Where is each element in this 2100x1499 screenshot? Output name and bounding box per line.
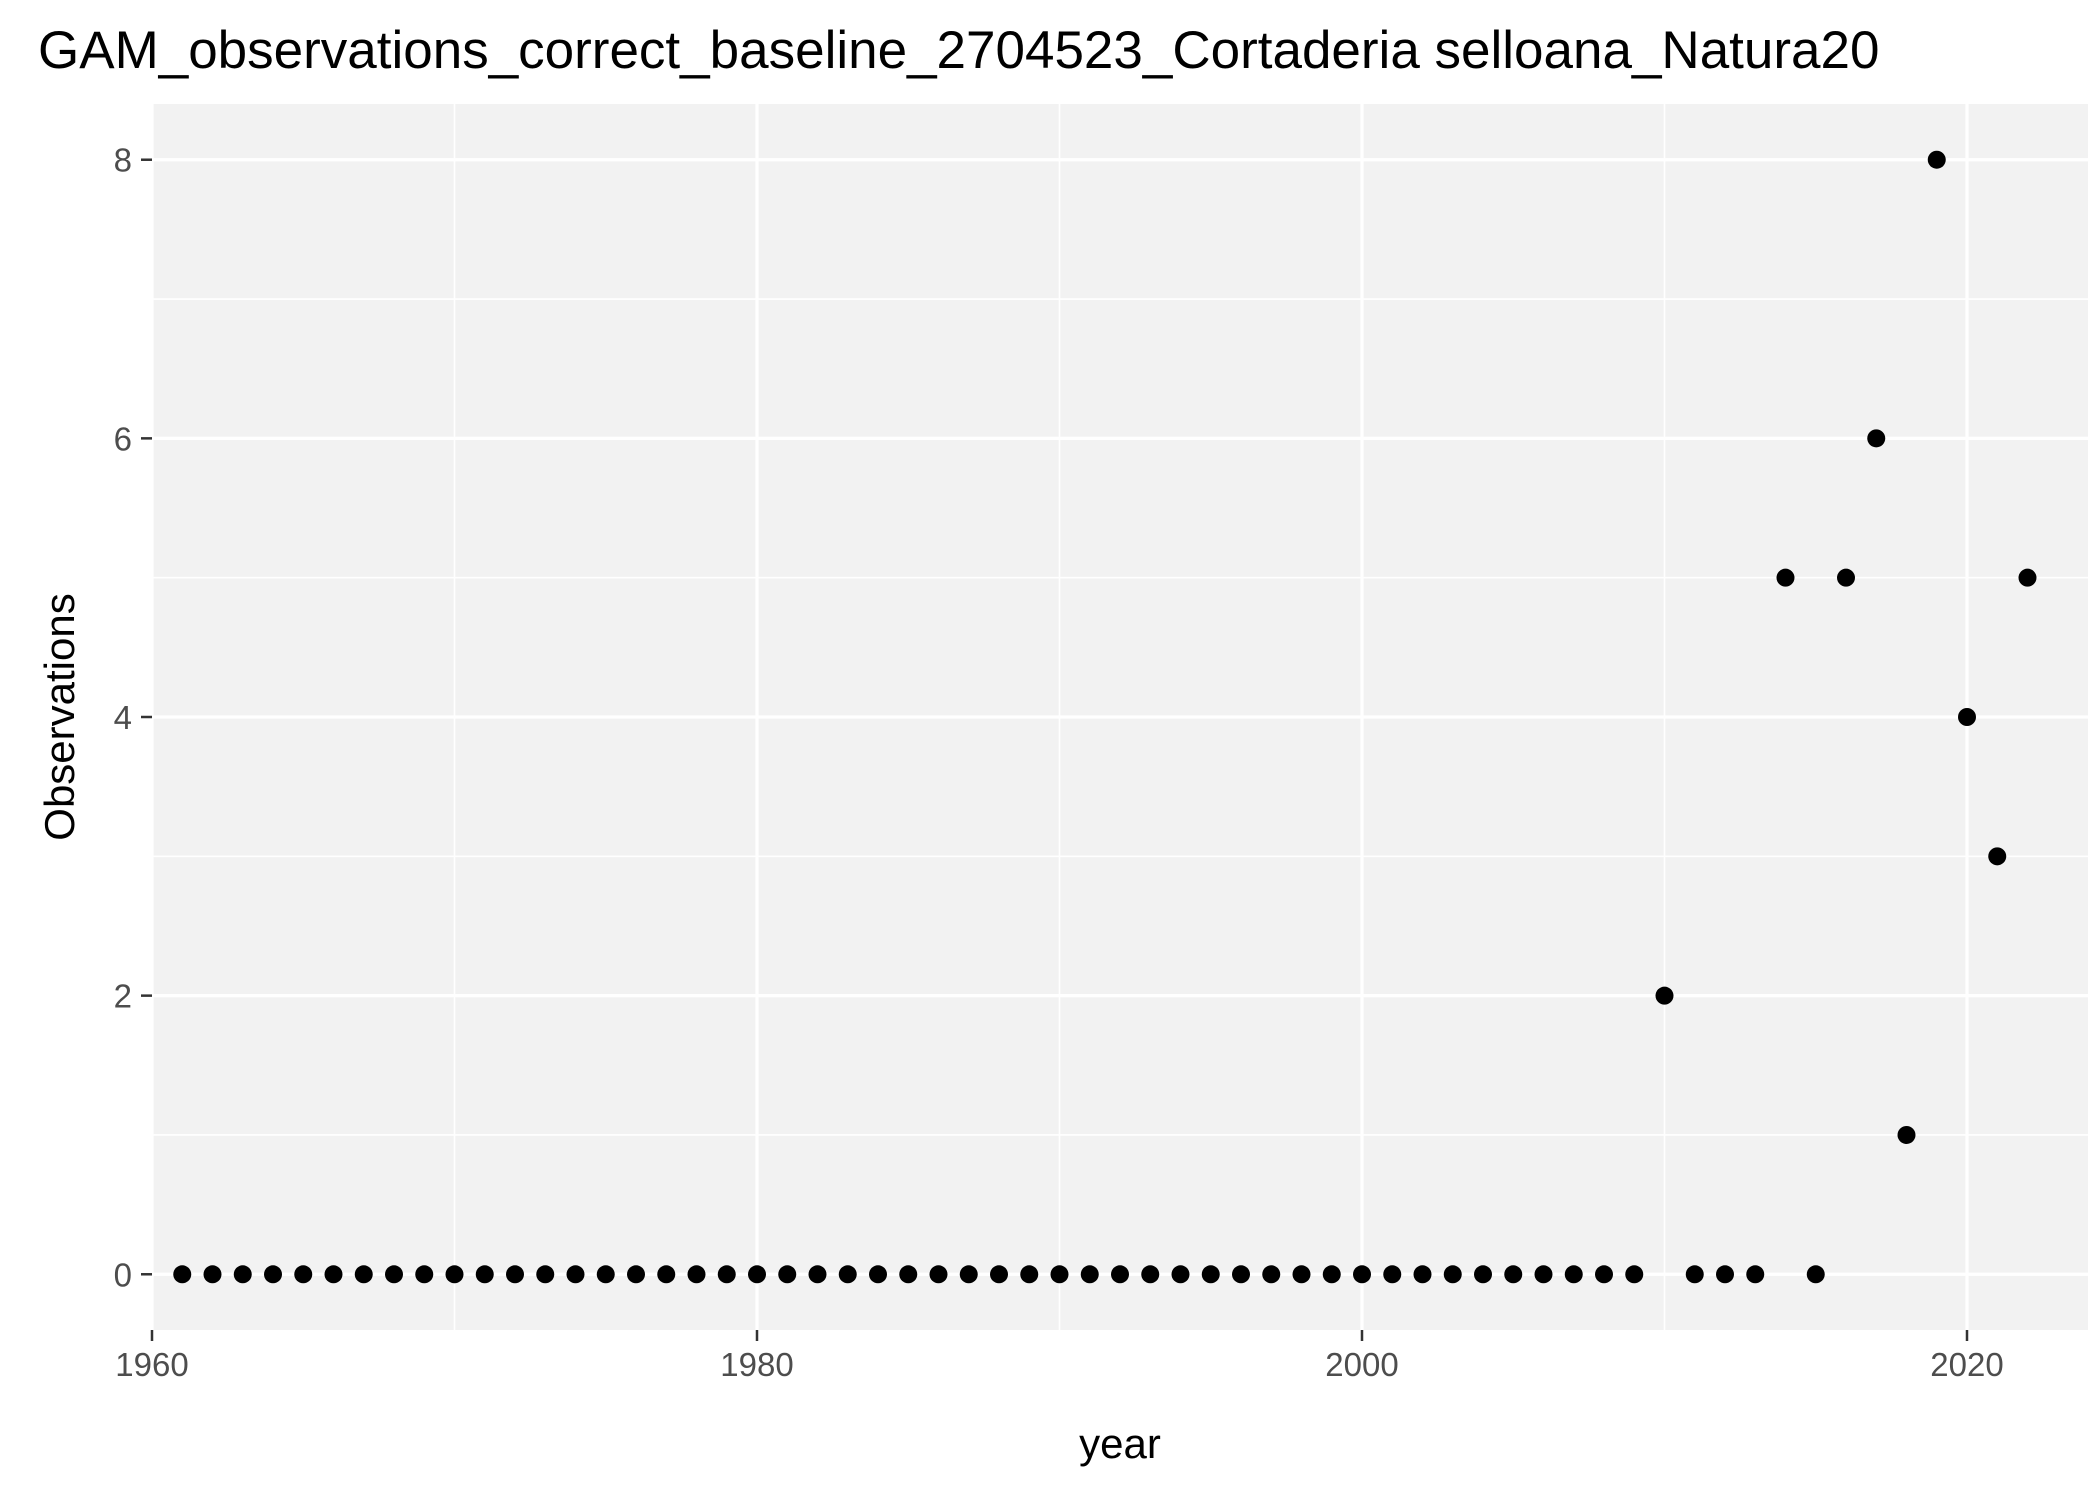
data-point xyxy=(1232,1265,1250,1284)
data-point xyxy=(324,1265,343,1284)
data-point xyxy=(1050,1265,1069,1284)
chart-title: GAM_observations_correct_baseline_270452… xyxy=(38,21,1880,80)
data-point xyxy=(1413,1265,1432,1284)
data-point xyxy=(536,1265,555,1284)
data-point xyxy=(1474,1265,1492,1284)
data-point xyxy=(1564,1265,1583,1284)
data-point xyxy=(1171,1265,1190,1284)
data-point xyxy=(959,1265,978,1284)
data-point xyxy=(1443,1265,1462,1284)
data-point xyxy=(687,1265,706,1284)
data-point xyxy=(1837,568,1855,587)
data-point xyxy=(445,1265,464,1284)
data-point xyxy=(264,1265,282,1284)
x-axis-title: year xyxy=(1079,1420,1161,1467)
data-point xyxy=(929,1265,948,1284)
y-tick-label: 0 xyxy=(114,1256,132,1293)
data-point xyxy=(1534,1265,1553,1284)
data-point xyxy=(415,1265,434,1284)
data-point xyxy=(1141,1265,1160,1284)
data-point xyxy=(385,1265,403,1284)
y-axis-title: Observations xyxy=(36,593,83,840)
x-tick-label: 1960 xyxy=(115,1346,188,1383)
data-point xyxy=(506,1265,524,1284)
data-point xyxy=(869,1265,887,1284)
data-point xyxy=(748,1265,766,1284)
data-point xyxy=(627,1265,645,1284)
tick-labels: 1960 1980 2000 2020 0 2 4 6 8 xyxy=(114,142,2004,1383)
data-point xyxy=(566,1265,585,1284)
data-point xyxy=(657,1265,676,1284)
data-point xyxy=(1504,1265,1523,1284)
data-point xyxy=(1746,1265,1765,1284)
data-point xyxy=(1595,1265,1613,1284)
y-tick-label: 6 xyxy=(114,420,132,457)
data-point xyxy=(1867,429,1886,448)
data-point xyxy=(1322,1265,1341,1284)
data-point xyxy=(1655,986,1674,1005)
data-point xyxy=(1685,1265,1704,1284)
data-point xyxy=(173,1265,192,1284)
axis-ticks xyxy=(141,158,1969,1341)
data-point xyxy=(1201,1265,1220,1284)
data-point xyxy=(203,1265,222,1284)
data-point xyxy=(1080,1265,1099,1284)
data-point xyxy=(1716,1265,1734,1284)
data-point xyxy=(294,1265,313,1284)
data-point xyxy=(2018,568,2037,587)
data-point xyxy=(808,1265,827,1284)
data-point xyxy=(1353,1265,1371,1284)
data-point xyxy=(1988,847,2007,866)
data-point xyxy=(475,1265,494,1284)
data-point xyxy=(899,1265,918,1284)
x-tick-label: 1980 xyxy=(720,1346,793,1383)
data-point xyxy=(1958,708,1976,726)
data-point xyxy=(838,1265,857,1284)
data-point xyxy=(596,1265,615,1284)
x-tick-label: 2000 xyxy=(1325,1346,1398,1383)
data-point xyxy=(1111,1265,1129,1284)
data-point xyxy=(1262,1265,1281,1284)
data-point xyxy=(778,1265,797,1284)
data-point xyxy=(990,1265,1008,1284)
y-tick-label: 4 xyxy=(114,699,132,736)
y-tick-label: 2 xyxy=(114,978,132,1015)
y-tick-label: 8 xyxy=(114,142,132,179)
data-point xyxy=(1625,1265,1644,1284)
data-point xyxy=(1383,1265,1402,1284)
data-point xyxy=(1927,150,1946,169)
data-point xyxy=(1806,1265,1825,1284)
data-point xyxy=(354,1265,373,1284)
x-tick-label: 2020 xyxy=(1930,1346,2003,1383)
data-point xyxy=(717,1265,736,1284)
data-point xyxy=(1776,568,1795,587)
data-points xyxy=(173,150,2037,1284)
data-point xyxy=(1292,1265,1311,1284)
data-point xyxy=(1897,1125,1916,1144)
data-point xyxy=(233,1265,252,1284)
data-point xyxy=(1020,1265,1039,1284)
